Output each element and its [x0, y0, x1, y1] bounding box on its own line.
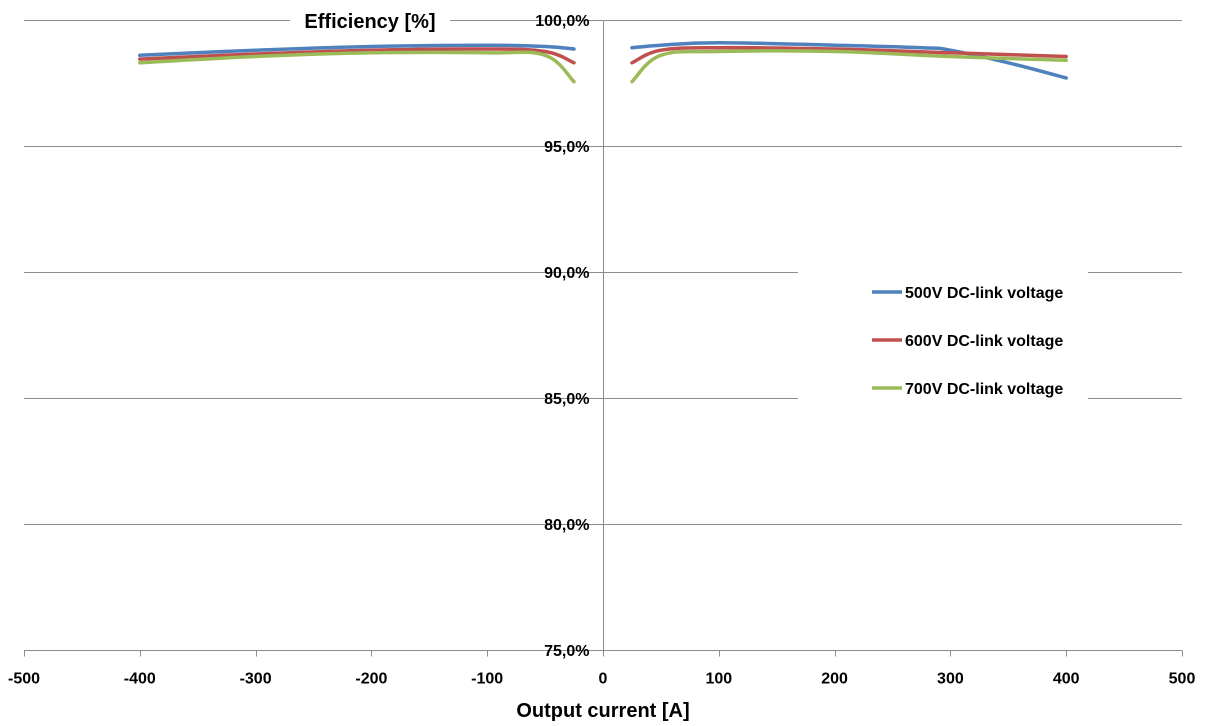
x-tick-label: 300 [937, 671, 964, 688]
y-tick-label: 80,0% [544, 517, 589, 534]
x-tick-label: 200 [821, 671, 848, 688]
x-tick-label: 0 [599, 671, 608, 688]
series-line-1 [630, 40, 1068, 80]
y-tick-label: 95,0% [544, 139, 589, 156]
series-line-1 [138, 43, 576, 58]
series-line-3 [138, 50, 576, 84]
x-tick-label: -100 [471, 671, 503, 688]
y-tick-label: 85,0% [544, 391, 589, 408]
series-line-3 [630, 49, 1068, 84]
x-tick-label: 100 [705, 671, 732, 688]
x-tick-label: -500 [8, 671, 40, 688]
y-tick-label: 100,0% [535, 13, 589, 30]
legend-label: 600V DC-link voltage [905, 333, 1063, 350]
series-line-2 [630, 45, 1068, 65]
x-tick-label: 500 [1169, 671, 1196, 688]
y-tick-label: 75,0% [544, 643, 589, 660]
legend-label: 500V DC-link voltage [905, 285, 1063, 302]
title-background [290, 8, 450, 34]
y-tick-label: 90,0% [544, 265, 589, 282]
series-lines [138, 40, 1068, 84]
legend-label: 700V DC-link voltage [905, 381, 1063, 398]
x-tick-labels: -500 -400 -300 -200 -100 0 100 200 300 400 500 [8, 650, 1196, 688]
series-line-2 [138, 47, 576, 65]
legend-background [798, 262, 1088, 414]
y-tick-labels: 75,0% 80,0% 85,0% 90,0% 95,0% 100,0% [535, 13, 604, 660]
x-axis-title: Output current [A] [516, 700, 689, 722]
legend: 500V DC-link voltage 600V DC-link voltage… [798, 262, 1088, 414]
x-tick-label: -400 [124, 671, 156, 688]
chart-title: Efficiency [%] [304, 11, 435, 33]
x-tick-label: -300 [240, 671, 272, 688]
x-tick-label: -200 [355, 671, 387, 688]
x-tick-label: 400 [1053, 671, 1080, 688]
